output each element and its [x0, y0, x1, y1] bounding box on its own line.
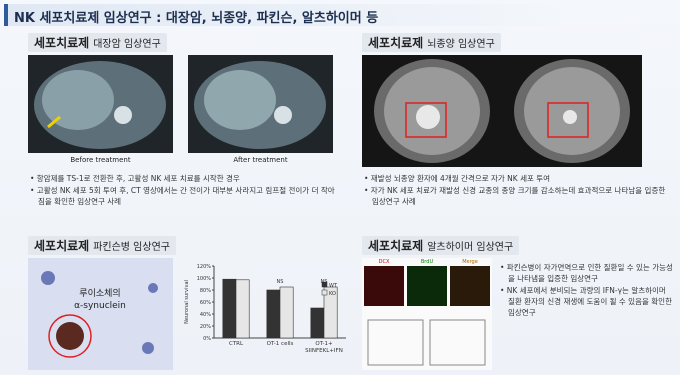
- x-tick: OT-1 cells: [266, 341, 294, 347]
- alz-figure: DCX BrdU Merge: [362, 258, 492, 370]
- x-tick-label: CTRL: [228, 341, 244, 347]
- bar-chart: 0% 20% 40% 60% 80% 100% 120% Neuronal survival C…: [184, 264, 346, 354]
- slide-title: NK 세포치료제 임상연구 : 대장암, 뇌종양, 파킨슨, 알츠하이머 등: [14, 11, 379, 26]
- legend-swatch: [321, 289, 328, 296]
- x-tick: CTRL: [228, 341, 244, 347]
- title-bar: [4, 4, 568, 26]
- x-tick-label: OT-1 cells: [266, 341, 294, 347]
- ct-spine: [114, 106, 132, 124]
- heading: 세포치료제: [34, 36, 90, 50]
- arrow: [47, 115, 61, 129]
- image-label: BrdU: [421, 259, 434, 265]
- roi: [547, 102, 589, 138]
- ct-liver: [42, 70, 114, 130]
- subheading: 뇌종양 임상연구: [427, 39, 495, 50]
- image-label: DCX: [379, 259, 390, 265]
- bullet-list: • 항암제를 TS-1로 전환한 후, 고활성 NK 세포 치료를 시작한 경우…: [30, 173, 340, 208]
- section-heading: 세포치료제 대장암 임상연구: [28, 33, 167, 52]
- bullet: • NK 세포에서 분비되는 과량의 IFN-γ는 알츠하이머 질환 환자의 신…: [500, 286, 672, 317]
- bar: [323, 286, 338, 339]
- bar: [222, 278, 237, 339]
- caption: After treatment: [233, 156, 288, 164]
- section-heading: 세포치료제 파킨슨병 임상연구: [28, 236, 176, 255]
- bullet: • 재발성 뇌종양 환자에 4개월 간격으로 자가 NK 세포 투여: [364, 174, 551, 183]
- y-tick-label: 80%: [200, 288, 211, 294]
- y-tick-label: 0%: [203, 336, 211, 342]
- micrograph: [364, 266, 404, 306]
- legend-label: WT: [329, 283, 338, 289]
- y-tick-label: 100%: [197, 276, 212, 282]
- bullet: • 자가 NK 세포 치료가 재발성 신경 교종의 종양 크기를 감소하는데 효…: [364, 186, 666, 206]
- x-tick: OT-1+ SIINFEKL+IFN: [305, 341, 343, 354]
- mini-plot: [367, 319, 424, 366]
- y-tick-label: 40%: [200, 312, 211, 318]
- bar: [266, 289, 281, 339]
- micrograph: [450, 266, 490, 306]
- tumor: [563, 110, 577, 124]
- bullet: • 항암제를 TS-1로 전환한 후, 고활성 NK 세포 치료를 시작한 경우: [30, 174, 240, 183]
- caption: Before treatment: [70, 156, 131, 164]
- cell: [41, 271, 55, 285]
- y-tick-label: 120%: [197, 264, 212, 270]
- bar: [279, 286, 294, 339]
- lewy-body: [56, 322, 84, 350]
- cell: [148, 283, 158, 293]
- section-heading: 세포치료제 뇌종양 임상연구: [362, 33, 501, 52]
- annotation: NS: [277, 279, 284, 285]
- mri-images: [362, 55, 642, 167]
- image-label: α-synuclein: [74, 301, 126, 311]
- heading: 세포치료제: [368, 239, 424, 253]
- bar: [310, 307, 325, 339]
- y-tick-label: 60%: [200, 300, 211, 306]
- x-tick-label: OT-1+ SIINFEKL+IFN: [305, 341, 343, 354]
- subheading: 대장암 임상연구: [93, 39, 161, 50]
- highlight: [48, 314, 92, 358]
- legend-label: KO: [329, 291, 336, 297]
- image-label: 루이소체의: [79, 288, 120, 299]
- ct-images: [28, 55, 333, 153]
- heading: 세포치료제: [368, 36, 424, 50]
- tumor: [416, 105, 440, 129]
- subheading: 파킨슨병 임상연구: [93, 242, 170, 253]
- bullet: • 파킨슨병이 자가면역으로 인한 질환일 수 있는 가능성을 나타냄을 입증한…: [500, 263, 673, 283]
- image-label: Merge: [462, 259, 478, 265]
- cell: [142, 342, 154, 354]
- y-tick-label: 20%: [200, 324, 211, 330]
- bullet-list: • 파킨슨병이 자가면역으로 인한 질환일 수 있는 가능성을 나타냄을 입증한…: [500, 262, 675, 319]
- bullet-list: • 재발성 뇌종양 환자에 4개월 간격으로 자가 NK 세포 투여 • 자가 N…: [364, 173, 674, 208]
- legend-swatch: [321, 281, 328, 288]
- histology-image: 루이소체의 α-synuclein: [28, 258, 173, 370]
- ct-liver: [204, 70, 276, 130]
- roi: [405, 102, 447, 138]
- heading: 세포치료제: [34, 239, 90, 253]
- micrograph: [407, 266, 447, 306]
- mini-plot: [429, 319, 486, 366]
- bullet: • 고활성 NK 세포 5회 투여 후, CT 영상에서는 간 전이가 대부분 …: [30, 186, 335, 206]
- section-heading: 세포치료제 알츠하이머 임상연구: [362, 236, 520, 255]
- bar: [235, 279, 250, 339]
- ct-spine: [274, 106, 292, 124]
- subheading: 알츠하이머 임상연구: [427, 242, 514, 253]
- y-axis-label: Neuronal survival: [184, 280, 190, 324]
